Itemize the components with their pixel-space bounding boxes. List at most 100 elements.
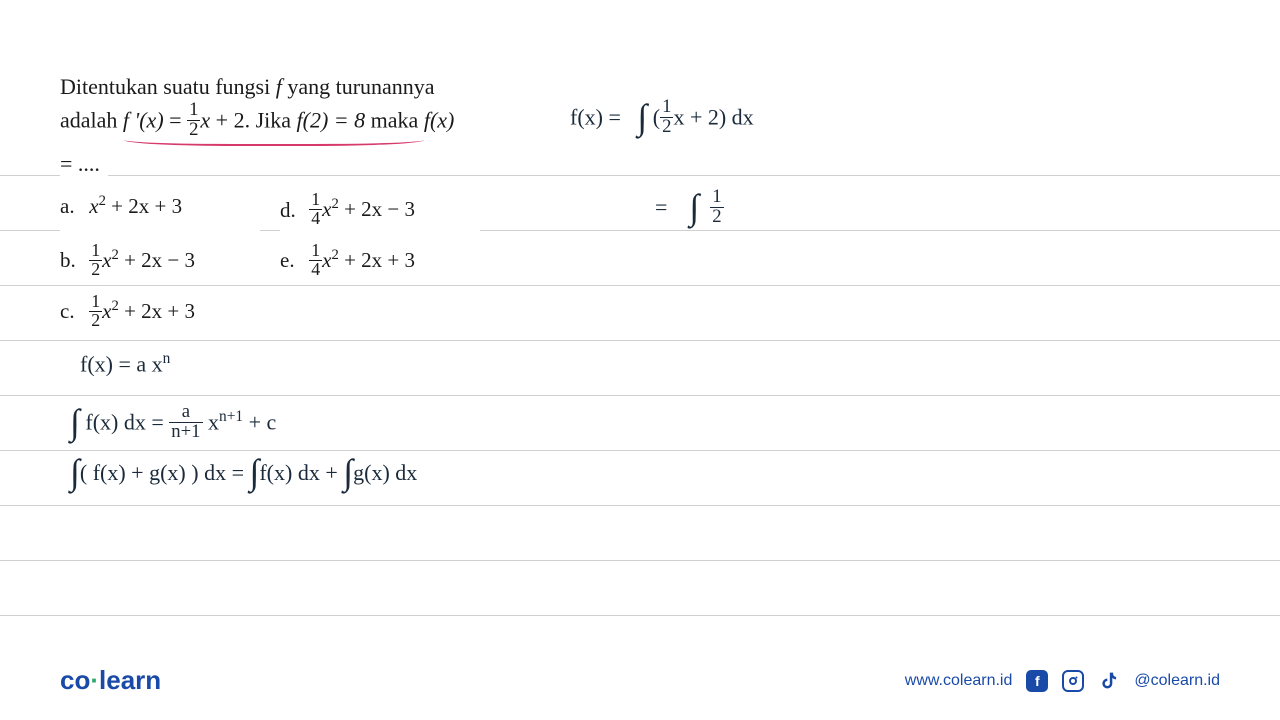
ruled-line (0, 615, 1280, 616)
hand-rule2-x: x (203, 409, 220, 434)
choice-exp: 2 (112, 247, 119, 263)
integral-icon: ∫ (637, 105, 647, 130)
frac-num: 1 (187, 101, 200, 121)
ruled-line (0, 560, 1280, 561)
choice-post: + 2x − 3 (119, 248, 195, 272)
hand-frac: an+1 (169, 403, 202, 441)
frac-num: 1 (660, 98, 673, 118)
hand-eq1: f(x) = ∫ (12x + 2) dx (570, 100, 754, 138)
choice-label: b. (60, 248, 84, 273)
ruled-line (0, 450, 1280, 451)
choice-label: e. (280, 248, 304, 273)
choice-post: + 2x − 3 (339, 198, 415, 222)
choice-exp: 2 (332, 197, 339, 213)
choice-post: + 2x + 3 (119, 299, 195, 323)
choice-frac: 12 (89, 293, 102, 330)
hand-frac: 12 (710, 188, 723, 226)
ruled-line (0, 175, 1280, 176)
choice-var: x (102, 299, 111, 323)
hand-frac: 12 (660, 98, 673, 136)
choice-a: a. x2 + 2x + 3 (60, 191, 260, 232)
choice-e: e. 14x2 + 2x + 3 (280, 242, 480, 283)
footer-url[interactable]: www.colearn.id (905, 672, 1013, 690)
frac-num: 1 (710, 188, 723, 208)
choice-c: c. 12x2 + 2x + 3 (60, 293, 260, 334)
instagram-icon[interactable] (1062, 670, 1084, 692)
hand-rule3-lhs: ( f(x) + g(x) ) dx = (80, 460, 250, 485)
frac-den: n+1 (169, 423, 202, 442)
choice-exp: 2 (332, 247, 339, 263)
hand-rule3-rhs2: g(x) dx (353, 460, 417, 485)
q-fprime: f '(x) (123, 107, 164, 132)
logo: co·learn (60, 665, 161, 696)
choice-post: + 2x + 3 (339, 248, 415, 272)
choice-frac: 14 (309, 242, 322, 279)
footer-right: www.colearn.id f @colearn.id (905, 670, 1220, 692)
hand-eq1-open: ( (653, 104, 660, 129)
integral-icon: ∫ (70, 460, 80, 485)
footer: co·learn www.colearn.id f @colearn.id (60, 665, 1220, 696)
underline-red (124, 140, 424, 146)
hand-eq1-close: x + 2) dx (673, 104, 753, 129)
footer-handle[interactable]: @colearn.id (1134, 672, 1220, 690)
hand-rule1-text: f(x) = a x (80, 351, 163, 376)
logo-dot-icon: · (90, 665, 99, 696)
hand-rule2-lhs: f(x) dx = (80, 409, 169, 434)
question-text: Ditentukan suatu fungsi f yang turunanny… (60, 70, 540, 141)
q-line1-pre: Ditentukan suatu fungsi (60, 74, 276, 99)
hand-rule3: ∫( f(x) + g(x) ) dx = ∫f(x) dx + ∫g(x) d… (70, 460, 417, 488)
hand-rule1-exp: n (163, 350, 171, 367)
frac-num: 1 (89, 293, 102, 312)
equals-dots: = .... (60, 151, 108, 177)
q-frac: 12 (187, 101, 200, 139)
frac-den: 2 (710, 208, 723, 227)
frac-den: 4 (309, 210, 322, 228)
choice-frac: 12 (89, 242, 102, 279)
frac-den: 4 (309, 261, 322, 279)
logo-learn: learn (99, 665, 161, 695)
integral-icon: ∫ (689, 195, 699, 220)
hand-rule2: ∫ f(x) dx = an+1 xn+1 + c (70, 405, 276, 443)
frac-den: 2 (89, 261, 102, 279)
integral-icon: ∫ (249, 460, 259, 485)
q-line2-post: maka (365, 107, 424, 132)
choice-label: c. (60, 299, 84, 324)
hand-rule2-exp: n+1 (219, 408, 243, 425)
choice-var: x (89, 194, 98, 218)
hand-eq2-eq: = (655, 194, 667, 219)
facebook-icon[interactable]: f (1026, 670, 1048, 692)
choice-post: + 2x + 3 (106, 194, 182, 218)
ruled-line (0, 505, 1280, 506)
logo-co: co (60, 665, 90, 695)
frac-den: 2 (660, 118, 673, 137)
choice-exp: 2 (112, 298, 119, 314)
ruled-line (0, 340, 1280, 341)
choice-b: b. 12x2 + 2x − 3 (60, 242, 260, 283)
integral-icon: ∫ (343, 460, 353, 485)
hand-rule2-post: + c (243, 409, 276, 434)
page-container: Ditentukan suatu fungsi f yang turunanny… (0, 0, 1280, 720)
frac-den: 2 (89, 312, 102, 330)
choice-var: x (102, 248, 111, 272)
tiktok-icon[interactable] (1098, 670, 1120, 692)
q-eq: = (164, 107, 187, 132)
integral-icon: ∫ (70, 410, 80, 435)
choice-d: d. 14x2 + 2x − 3 (280, 191, 480, 232)
ruled-line (0, 395, 1280, 396)
choices-grid: a. x2 + 2x + 3 d. 14x2 + 2x − 3 b. 12x2 … (60, 191, 1220, 333)
q-line2-mid: Jika (256, 107, 297, 132)
hand-rule3-rhs1: f(x) dx + (259, 460, 343, 485)
choice-exp: 2 (99, 193, 106, 209)
choice-var: x (322, 198, 331, 222)
q-line2-pre: adalah (60, 107, 123, 132)
choice-label: a. (60, 194, 84, 219)
choice-frac: 14 (309, 191, 322, 228)
q-f2: f(2) = 8 (297, 107, 366, 132)
hand-eq2: = ∫ 12 (655, 190, 724, 228)
choice-var: x (322, 248, 331, 272)
frac-num: a (169, 403, 202, 423)
frac-den: 2 (187, 121, 200, 140)
hand-rule1: f(x) = a xn (80, 350, 170, 377)
choice-label: d. (280, 198, 304, 223)
hand-eq1-lhs: f(x) = (570, 104, 626, 129)
